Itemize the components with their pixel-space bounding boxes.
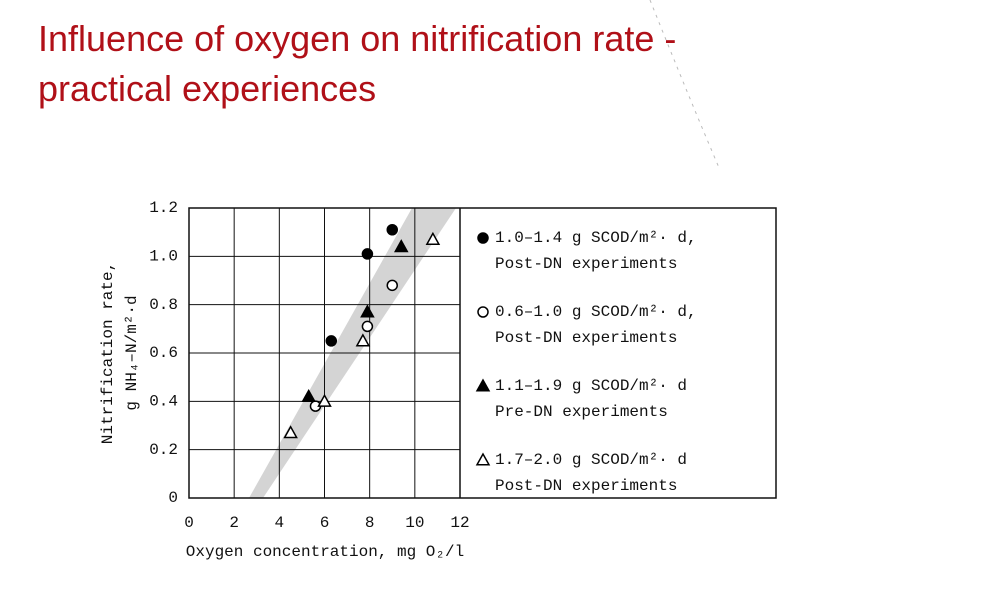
marker	[361, 248, 374, 260]
marker	[325, 335, 338, 347]
y-tick-label: 0.6	[149, 344, 178, 362]
legend-label: 1.7–2.0 g SCOD/m²· d Post-DN experiments	[495, 451, 688, 495]
y-axis-label: g NH₄–N/m²·d	[123, 295, 141, 410]
legend-item: 1.7–2.0 g SCOD/m²· d Post-DN experiments	[495, 451, 688, 495]
x-tick-label: 2	[229, 514, 239, 532]
x-axis-label: Oxygen concentration, mg O₂/l	[186, 543, 464, 561]
marker	[283, 425, 298, 439]
x-tick-label: 6	[320, 514, 330, 532]
legend-item: 1.1–1.9 g SCOD/m²· d Pre-DN experiments	[495, 377, 688, 421]
y-tick-label: 0.8	[149, 296, 178, 314]
legend-label: 0.6–1.0 g SCOD/m²· d, Post-DN experiment…	[495, 303, 697, 347]
y-tick-label: 1.0	[149, 248, 178, 266]
marker	[355, 333, 371, 347]
marker	[360, 304, 375, 318]
marker	[386, 279, 398, 292]
legend-label: 1.1–1.9 g SCOD/m²· d Pre-DN experiments	[495, 377, 688, 421]
y-tick-label: 0.2	[149, 441, 178, 459]
decoration	[649, 0, 721, 171]
x-tick-label: 0	[184, 514, 194, 532]
marker	[425, 231, 441, 245]
legend-label: 1.0–1.4 g SCOD/m²· d, Post-DN experiment…	[495, 229, 697, 273]
x-tick-label: 12	[450, 514, 469, 532]
marker	[394, 239, 409, 253]
y-tick-label: 0.4	[149, 393, 178, 411]
marker	[317, 393, 332, 407]
legend-marker	[475, 452, 491, 466]
legend-item: 1.0–1.4 g SCOD/m²· d, Post-DN experiment…	[495, 229, 697, 273]
y-tick-label: 0	[168, 489, 178, 507]
legend-marker	[475, 378, 491, 392]
legend-marker	[477, 232, 489, 244]
slide-title: Influence of oxygen on nitrification rat…	[38, 18, 677, 109]
marker	[386, 224, 398, 236]
y-tick-label: 1.2	[149, 199, 178, 217]
y-axis-label: Nitrification rate,	[99, 262, 117, 444]
marker	[361, 320, 374, 333]
marker	[301, 388, 316, 403]
x-tick-label: 8	[365, 514, 375, 532]
legend-marker	[477, 306, 489, 318]
x-tick-label: 10	[405, 514, 424, 532]
x-tick-label: 4	[275, 514, 285, 532]
legend-item: 0.6–1.0 g SCOD/m²· d, Post-DN experiment…	[495, 303, 697, 347]
